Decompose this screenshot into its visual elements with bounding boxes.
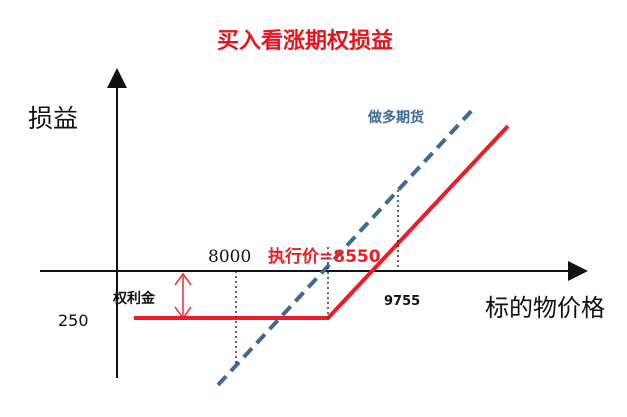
premium-label: 权利金	[112, 290, 156, 307]
tick-9755-label: 9755	[384, 294, 420, 309]
tick-8000-label: 8000	[208, 247, 251, 267]
long-futures-line	[216, 105, 477, 387]
call-payoff-line	[134, 124, 510, 320]
strike-price-label: 执行价=8550	[268, 246, 381, 267]
diagram-title: 买入看涨期权损益	[217, 28, 393, 54]
premium-value-label: 250	[58, 311, 89, 330]
futures-line-label: 做多期货	[367, 109, 424, 126]
premium-arrow-top-head	[174, 272, 192, 286]
premium-arrow-bottom-head	[174, 306, 192, 320]
y-axis-label: 损益	[28, 104, 78, 133]
x-axis-label: 标的物价格	[485, 294, 605, 322]
